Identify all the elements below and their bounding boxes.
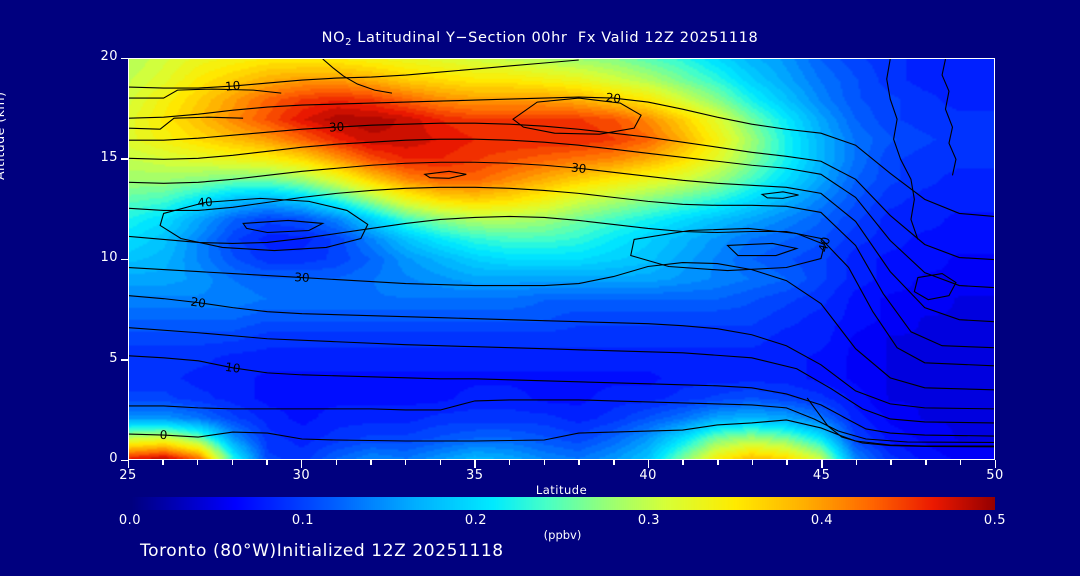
contour-line <box>129 97 994 216</box>
contour-line <box>914 274 956 300</box>
footer-caption: Toronto (80°W)Initialized 12Z 20251118 <box>140 541 504 561</box>
y-tick-label: 0 <box>109 451 118 466</box>
contour-label: 0 <box>159 428 167 442</box>
contour-line <box>513 98 641 134</box>
plot-title: NO2 Latitudinal Y−Section 00hr Fx Valid … <box>0 30 1080 48</box>
contour-line <box>728 243 797 255</box>
y-tick-mark <box>121 359 128 361</box>
contour-line <box>323 59 392 93</box>
colorbar-tick-label: 0.2 <box>464 513 488 528</box>
x-tick-mark <box>335 460 338 465</box>
contour-line <box>129 400 994 443</box>
contour-line <box>129 216 994 365</box>
contour-line <box>129 328 994 423</box>
contour-line <box>129 296 994 409</box>
x-tick-mark <box>959 460 962 465</box>
title-species: NO <box>321 30 346 46</box>
x-tick-mark <box>751 460 754 465</box>
title-subscript: 2 <box>345 37 353 48</box>
y-tick-mark <box>121 158 128 160</box>
x-tick-mark <box>127 460 129 468</box>
contour-line <box>129 187 994 347</box>
y-tick-mark <box>121 459 128 461</box>
contour-line <box>243 220 323 232</box>
x-tick-mark <box>890 460 892 465</box>
x-tick-mark <box>994 460 996 468</box>
x-tick-mark <box>543 460 546 465</box>
x-tick-mark <box>786 460 788 465</box>
x-tick-mark <box>508 460 511 465</box>
contour-line <box>160 198 368 250</box>
contour-label: 10 <box>225 78 241 93</box>
colorbar-tick-label: 0.1 <box>291 513 315 528</box>
x-tick-mark <box>647 460 650 468</box>
x-tick-mark <box>474 460 476 468</box>
contour-label: 30 <box>294 270 310 285</box>
x-tick-mark <box>196 460 199 465</box>
x-tick-label: 50 <box>986 468 1004 483</box>
x-tick-label: 30 <box>292 468 311 483</box>
x-tick-mark <box>162 460 164 465</box>
colorbar-gradient <box>130 497 995 510</box>
contour-label: 40 <box>816 235 833 253</box>
contour-label: 10 <box>224 360 241 376</box>
contour-line <box>129 263 994 390</box>
contour-line <box>631 228 825 270</box>
contour-line <box>942 59 956 175</box>
contour-line <box>129 60 579 88</box>
x-tick-mark <box>231 460 234 465</box>
x-tick-mark <box>717 460 719 465</box>
x-tick-mark <box>925 460 927 465</box>
x-tick-mark <box>439 460 442 465</box>
contour-line <box>129 123 994 259</box>
contour-line <box>129 356 994 436</box>
y-axis-label: Altitude (km) <box>0 91 7 181</box>
contour-line <box>129 139 994 287</box>
y-tick-mark <box>121 258 128 260</box>
contour-overlay: 0 10 20 30 40 40 30 30 20 10 <box>129 59 994 460</box>
x-tick-mark <box>578 460 580 465</box>
contour-label: 20 <box>190 295 207 311</box>
x-tick-mark <box>821 460 823 468</box>
contour-line <box>425 171 467 178</box>
contour-label: 30 <box>329 120 345 135</box>
contour-line <box>129 117 243 129</box>
contour-label: 40 <box>197 195 213 210</box>
y-tick-label: 10 <box>100 250 118 265</box>
contour-line <box>887 59 918 239</box>
x-tick-mark <box>404 460 407 465</box>
x-tick-mark <box>266 460 268 465</box>
x-axis-label: Latitude <box>535 483 588 497</box>
contour-line <box>129 420 994 446</box>
x-tick-mark <box>613 460 615 465</box>
y-tick-label: 5 <box>109 350 118 366</box>
y-tick-label: 15 <box>100 149 118 165</box>
x-tick-label: 25 <box>119 468 137 483</box>
x-tick-mark <box>855 460 858 465</box>
contour-line <box>129 162 994 321</box>
y-tick-label: 20 <box>100 49 118 64</box>
contour-line <box>807 398 994 447</box>
colorbar-units: (ppbv) <box>543 528 582 542</box>
contour-line <box>762 192 798 199</box>
colorbar[interactable] <box>130 497 995 510</box>
x-tick-label: 45 <box>812 468 831 483</box>
colorbar-tick-label: 0.5 <box>983 513 1007 528</box>
contour-label: 20 <box>605 90 622 106</box>
colorbar-tick-label: 0.4 <box>810 513 834 528</box>
contour-line <box>129 89 281 98</box>
x-tick-label: 40 <box>639 468 657 483</box>
contour-label: 30 <box>570 160 587 176</box>
x-tick-mark <box>300 460 303 468</box>
y-tick-mark <box>121 57 128 59</box>
colorbar-tick-label: 0.3 <box>637 513 661 528</box>
x-tick-mark <box>682 460 684 465</box>
x-tick-mark <box>370 460 372 465</box>
plot-area[interactable]: 0 10 20 30 40 40 30 30 20 10 <box>128 58 995 460</box>
no2-color-field <box>129 59 994 459</box>
title-rest: Latitudinal Y−Section 00hr Fx Valid 12Z … <box>352 30 759 46</box>
x-tick-label: 35 <box>466 468 484 483</box>
colorbar-tick-label: 0.0 <box>118 513 142 528</box>
